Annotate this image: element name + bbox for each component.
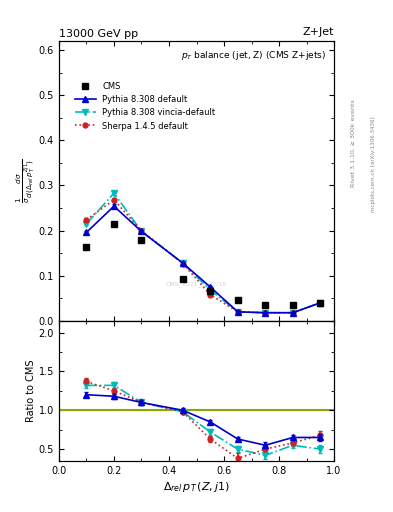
Text: mcplots.cern.ch [arXiv:1306.3436]: mcplots.cern.ch [arXiv:1306.3436] — [371, 116, 376, 211]
Text: Rivet 3.1.10, ≥ 300k events: Rivet 3.1.10, ≥ 300k events — [351, 99, 356, 187]
Text: $p_T$ balance (jet, Z) (CMS Z+jets): $p_T$ balance (jet, Z) (CMS Z+jets) — [181, 49, 326, 62]
Text: Z+Jet: Z+Jet — [303, 27, 334, 37]
Y-axis label: $\frac{1}{\sigma}\frac{d\sigma}{d(\Delta_{rel}\,p_T^{Zj1})}$: $\frac{1}{\sigma}\frac{d\sigma}{d(\Delta… — [15, 159, 37, 203]
X-axis label: $\Delta_{rel}\,p_T\,(Z,j1)$: $\Delta_{rel}\,p_T\,(Z,j1)$ — [163, 480, 230, 494]
Y-axis label: Ratio to CMS: Ratio to CMS — [26, 359, 36, 422]
Text: 13000 GeV pp: 13000 GeV pp — [59, 29, 138, 39]
Legend: CMS, Pythia 8.308 default, Pythia 8.308 vincia-default, Sherpa 1.4.5 default: CMS, Pythia 8.308 default, Pythia 8.308 … — [72, 79, 219, 134]
Text: CMS_2021_??/??/18: CMS_2021_??/??/18 — [166, 282, 227, 287]
